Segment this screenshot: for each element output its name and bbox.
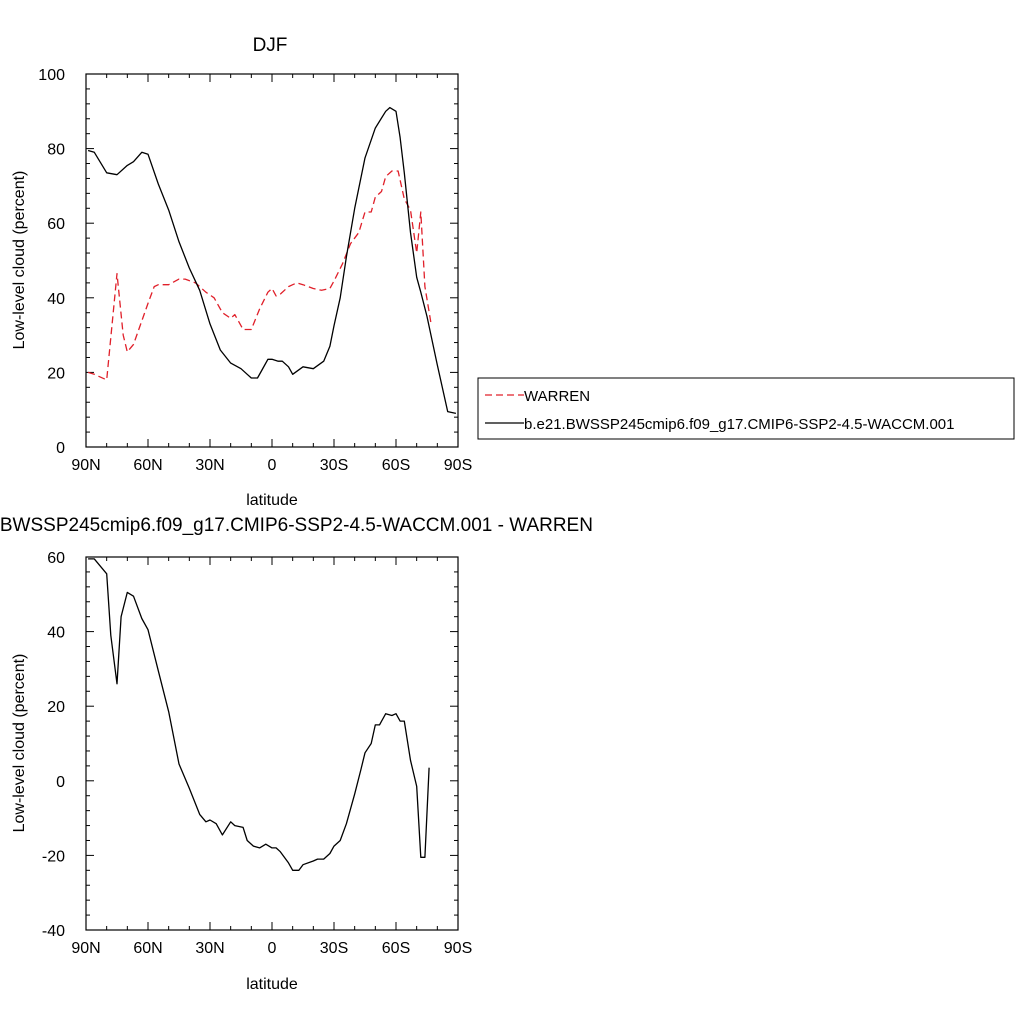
y-tick-label: 0: [56, 774, 65, 791]
x-tick-label: 90N: [71, 457, 100, 474]
y-tick-label: 20: [47, 699, 65, 716]
x-tick-label: 90N: [71, 940, 100, 957]
y-axis-label: Low-level cloud (percent): [11, 654, 28, 833]
x-tick-label: 60S: [382, 940, 410, 957]
series-layer: [88, 558, 430, 871]
x-tick-label: 30N: [195, 940, 224, 957]
x-tick-label: 90S: [444, 457, 472, 474]
chart-title: b.e21.BWSSP245cmip6.f09_g17.CMIP6-SSP2-4…: [0, 515, 593, 536]
legend-box: [477, 377, 1015, 440]
bottom-panel: b.e21.BWSSP245cmip6.f09_g17.CMIP6-SSP2-4…: [0, 515, 593, 993]
x-tick-label: 0: [268, 940, 277, 957]
x-tick-label: 30N: [195, 457, 224, 474]
y-tick-label: -20: [42, 848, 65, 865]
y-tick-label: 100: [38, 67, 65, 84]
series-line-model: [88, 558, 430, 871]
x-tick-label: 0: [268, 457, 277, 474]
y-tick-label: 20: [47, 365, 65, 382]
legend: WARREN b.e21.BWSSP245cmip6.f09_g17.CMIP6…: [477, 377, 1015, 440]
plot-frame: [85, 73, 459, 448]
y-tick-label: 40: [47, 291, 65, 308]
tick-marks: 90N 60N 30N 0 30S 60S 90S -40 -20 0 20 40 60: [42, 550, 472, 957]
x-tick-label: 30S: [320, 457, 348, 474]
x-tick-label: 60N: [133, 457, 162, 474]
y-tick-label: 0: [56, 440, 65, 457]
y-axis-label: Low-level cloud (percent): [11, 171, 28, 350]
y-tick-label: 60: [47, 216, 65, 233]
chart-title: DJF: [253, 35, 288, 56]
series-line-warren: [87, 170, 432, 381]
series-line-model: [87, 106, 457, 415]
legend-label-model: b.e21.BWSSP245cmip6.f09_g17.CMIP6-SSP2-4…: [524, 416, 954, 433]
plot-frame: [85, 556, 459, 931]
x-axis-label: latitude: [246, 492, 298, 509]
y-tick-label: 40: [47, 625, 65, 642]
x-tick-label: 30S: [320, 940, 348, 957]
x-tick-label: 60N: [133, 940, 162, 957]
x-tick-label: 60S: [382, 457, 410, 474]
top-panel: DJF 90N 60N 30N 0 30S 60S 90S 0 20 40 60 80 100 lati…: [11, 35, 1015, 509]
series-layer: [87, 106, 457, 415]
y-tick-label: 80: [47, 142, 65, 159]
y-tick-label: 60: [47, 550, 65, 567]
y-tick-label: -40: [42, 923, 65, 940]
legend-label-warren: WARREN: [524, 388, 590, 405]
x-axis-label: latitude: [246, 976, 298, 993]
x-tick-label: 90S: [444, 940, 472, 957]
tick-marks: 90N 60N 30N 0 30S 60S 90S 0 20 40 60 80 100: [38, 67, 472, 474]
